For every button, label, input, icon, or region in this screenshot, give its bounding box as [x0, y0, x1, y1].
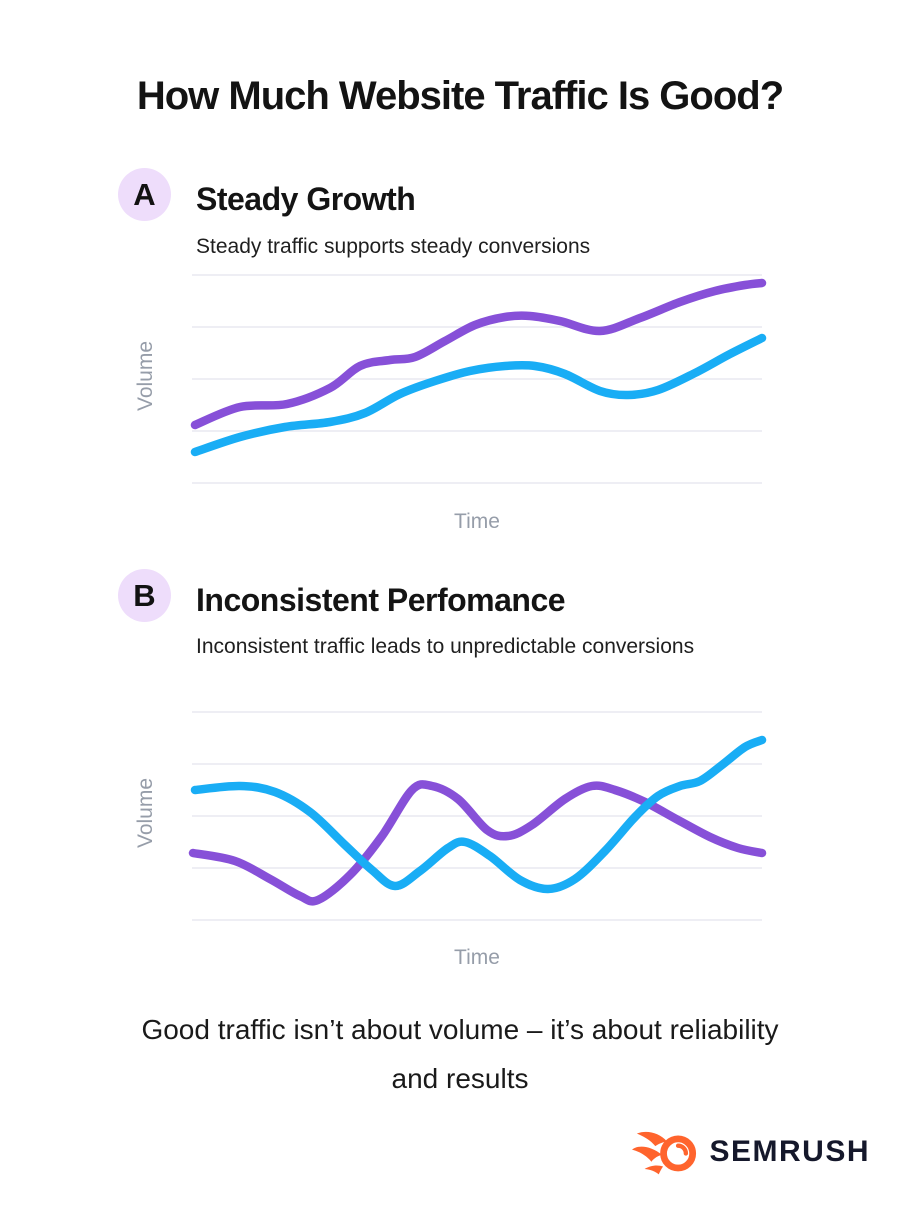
chart-a-y-axis-label: Volume — [134, 340, 157, 412]
chart-b-x-axis-label: Time — [454, 946, 500, 969]
chart-b-y-axis-label: Volume — [134, 777, 157, 849]
semrush-flame-icon — [632, 1131, 697, 1175]
steady-blue-line — [190, 333, 767, 457]
inconsistent-blue-line — [190, 735, 767, 894]
page-title: How Much Website Traffic Is Good? — [136, 74, 784, 118]
semrush-wordmark: SEMRUSH — [709, 1135, 870, 1168]
section-b-subtitle: Inconsistent traffic leads to unpredicta… — [196, 635, 695, 658]
chart-a-x-axis-label: Time — [454, 510, 500, 533]
takeaway-caption: Good traffic isn’t about volume – it’s a… — [141, 1014, 779, 1094]
gridlines — [192, 274, 762, 484]
section-a-subtitle: Steady traffic supports steady conversio… — [196, 235, 591, 258]
gridlines — [192, 711, 762, 921]
semrush-logo: SEMRUSH — [632, 1128, 870, 1176]
inconsistent-purple-line — [188, 780, 767, 906]
section-b-heading: Inconsistent Perfomance — [196, 582, 566, 618]
chart-steady-growth — [190, 274, 767, 484]
steady-purple-line — [190, 278, 767, 430]
chart-inconsistent-performance — [188, 711, 767, 921]
section-a-heading: Steady Growth — [196, 181, 416, 217]
section-b-badge: B — [118, 569, 171, 622]
section-a-badge: A — [118, 168, 171, 221]
